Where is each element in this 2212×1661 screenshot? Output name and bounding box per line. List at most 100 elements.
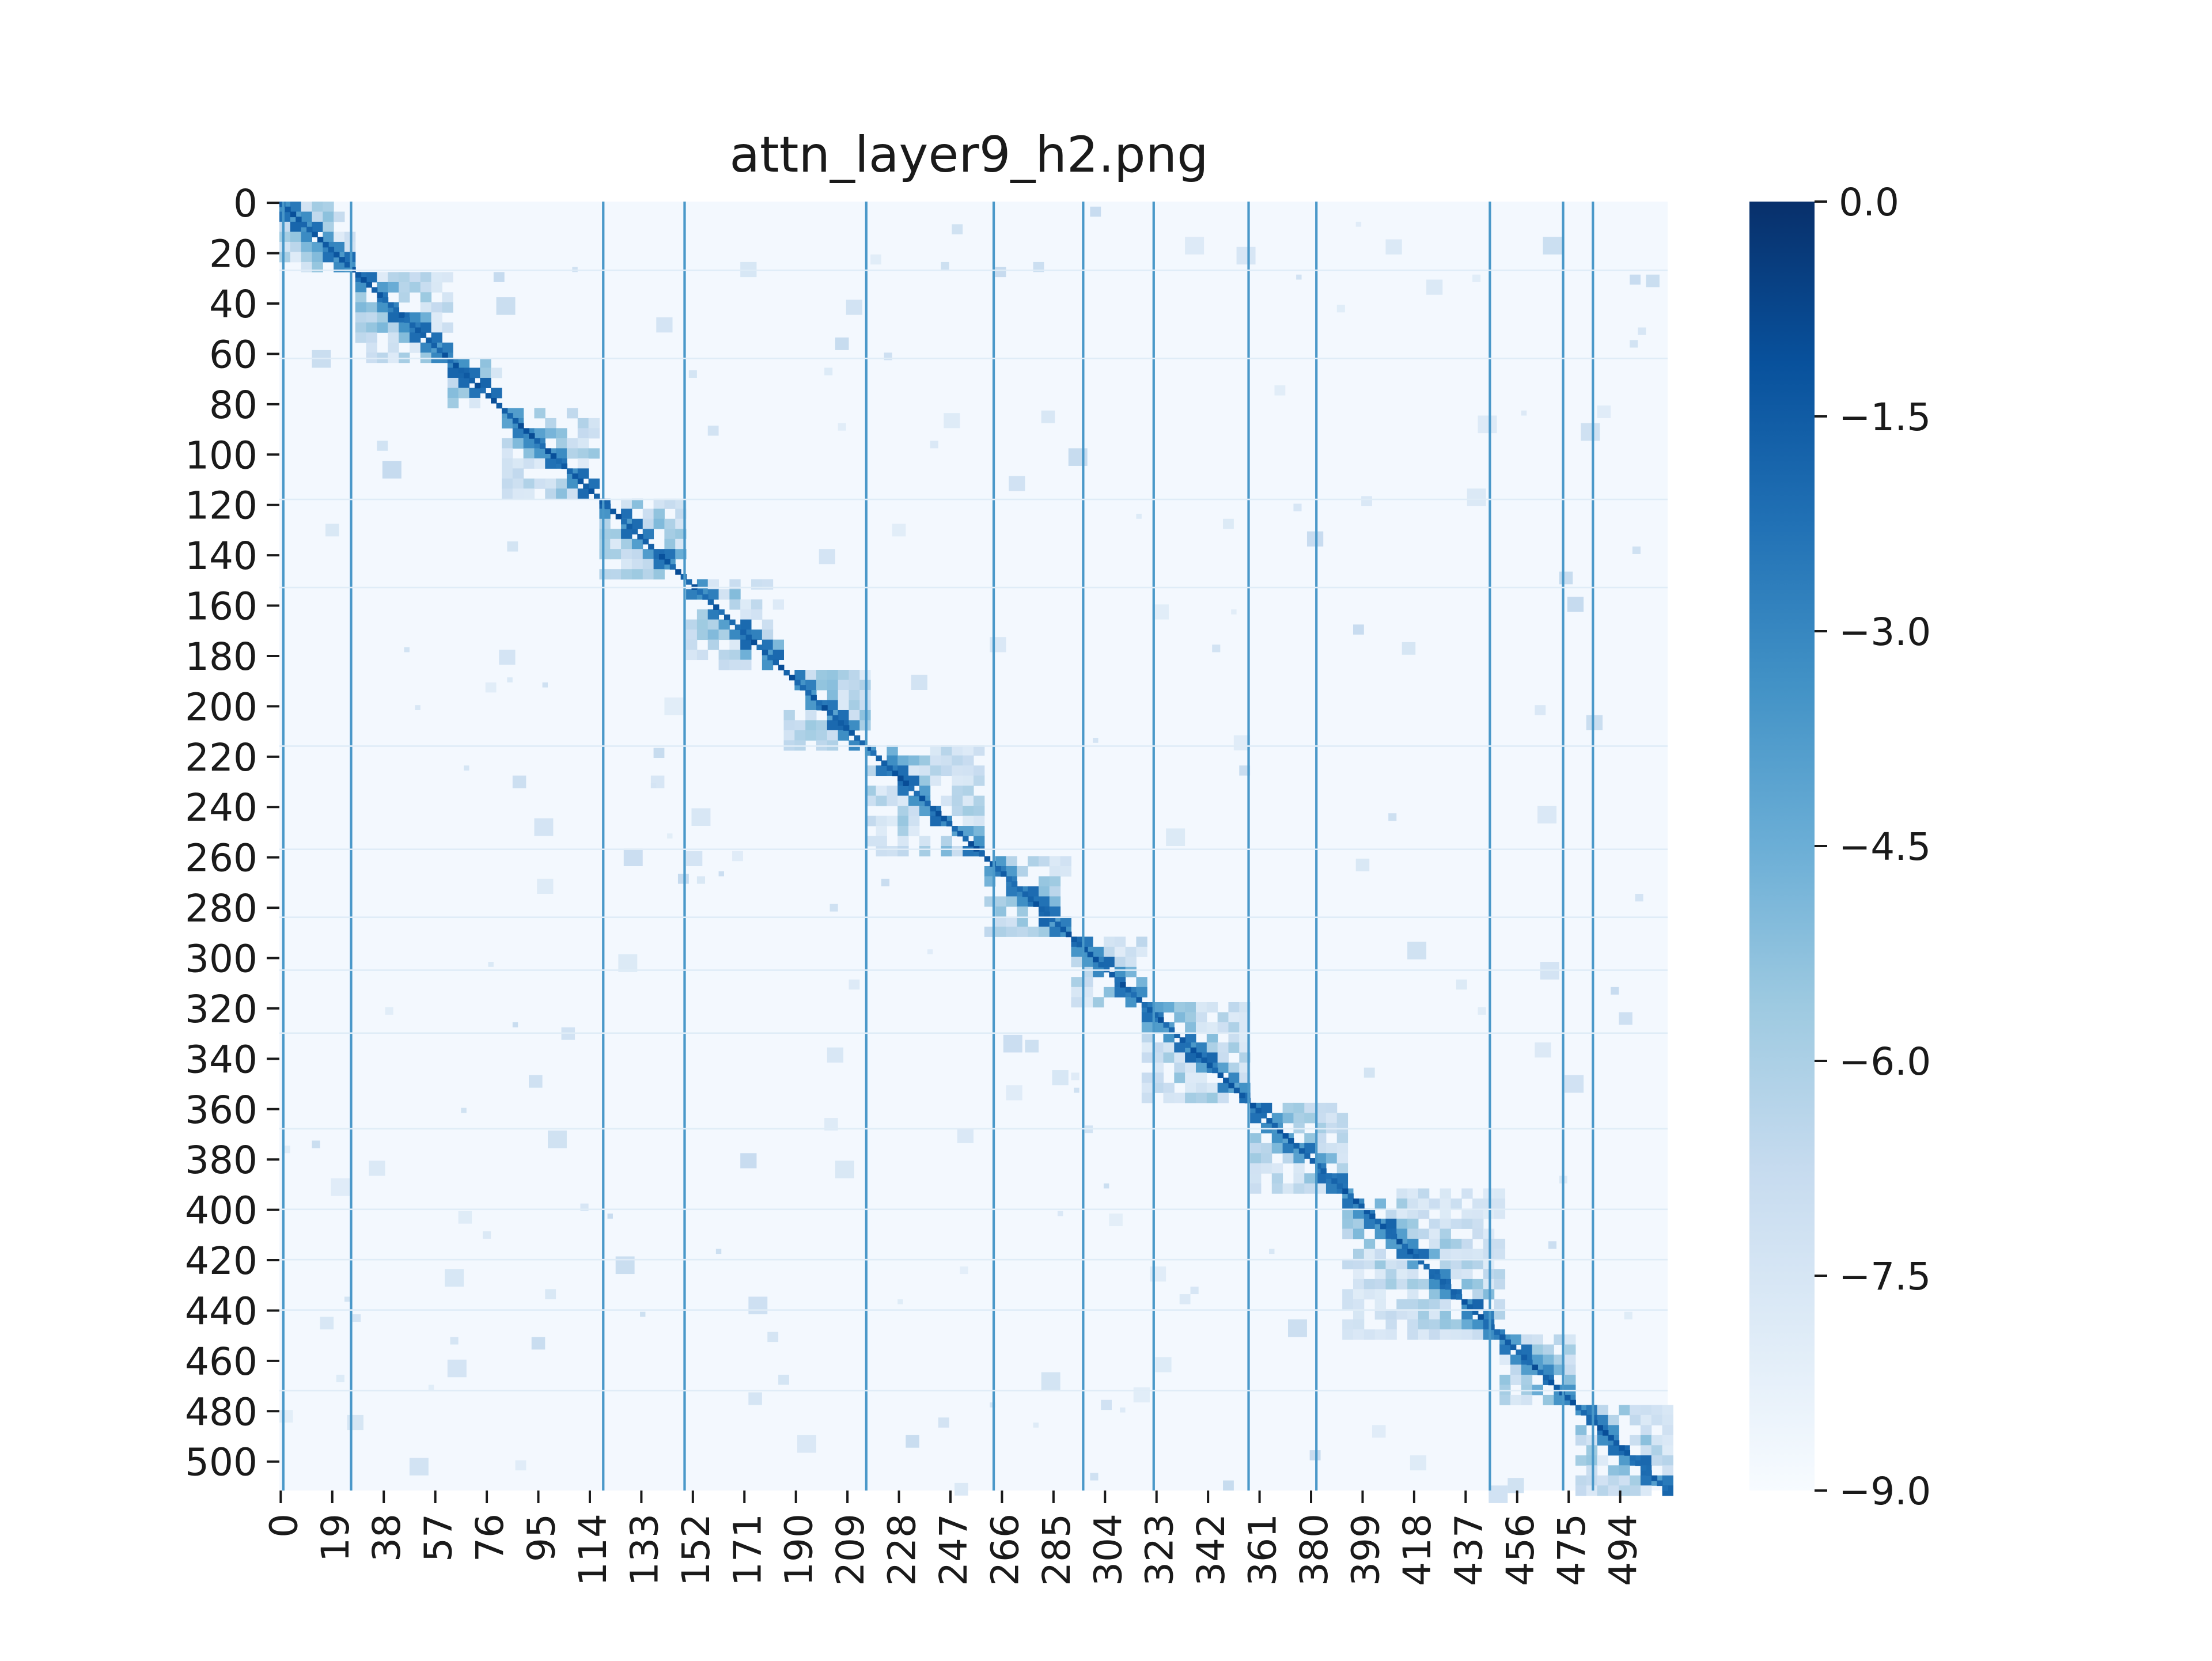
heatmap-cell — [1260, 1153, 1272, 1164]
heatmap-column-stripe — [602, 202, 605, 1491]
heatmap-diagonal-cell — [1630, 1455, 1636, 1461]
heatmap-diagonal-cell — [1548, 1379, 1555, 1386]
y-tick-label: 160 — [185, 585, 257, 629]
heatmap-diagonal-cell — [1017, 886, 1023, 892]
heatmap-diagonal-cell — [437, 347, 443, 354]
heatmap-cell — [1174, 1093, 1185, 1103]
heatmap-cell — [1396, 1258, 1408, 1269]
x-tick-label: 399 — [1343, 1514, 1388, 1586]
heatmap-cell — [1342, 1319, 1354, 1330]
heatmap-diagonal-cell — [415, 327, 421, 333]
heatmap-diagonal-cell — [952, 826, 958, 832]
heatmap-cell — [1049, 906, 1061, 917]
heatmap-cell — [1396, 1299, 1408, 1310]
heatmap-diagonal-cell — [1298, 1148, 1305, 1154]
heatmap-diagonal-cell — [1521, 1354, 1528, 1360]
heatmap-cell — [621, 549, 632, 560]
x-tick-label: 0 — [262, 1514, 306, 1538]
heatmap-cell — [1472, 1319, 1484, 1330]
heatmap-cell — [621, 509, 632, 519]
heatmap-cell — [323, 211, 334, 222]
y-axis: 0 20 40 60 80 100 120 140 160 180 200 220 240 260 280 3… — [185, 181, 279, 1485]
heatmap-cell — [388, 282, 399, 293]
heatmap-cell — [772, 639, 785, 650]
heatmap-cell — [1565, 1374, 1576, 1385]
heatmap-diagonal-cell — [979, 851, 985, 857]
heatmap-diagonal-cell — [707, 599, 714, 605]
heatmap-diagonal-cell — [859, 740, 866, 746]
heatmap-cell — [1510, 1334, 1522, 1345]
heatmap-cell — [409, 332, 421, 343]
heatmap-cell — [501, 468, 513, 479]
heatmap-cell — [1472, 1208, 1484, 1219]
heatmap-cell — [1195, 1022, 1207, 1033]
heatmap-cell — [1407, 1188, 1419, 1199]
heatmap-cell — [1336, 1173, 1349, 1184]
heatmap-cell — [1109, 1213, 1123, 1227]
heatmap-cell — [1407, 1309, 1419, 1320]
heatmap-cell — [1374, 1228, 1386, 1239]
heatmap-cell — [469, 397, 480, 408]
heatmap-cell — [827, 730, 839, 741]
heatmap-cell — [442, 302, 453, 313]
heatmap-cell — [1472, 1299, 1484, 1310]
heatmap-cell — [1082, 987, 1093, 998]
heatmap-cell — [1630, 1435, 1641, 1446]
heatmap-cell — [493, 272, 505, 282]
heatmap-cell — [290, 232, 302, 242]
heatmap-cell — [1355, 858, 1370, 871]
heatmap-cell — [1407, 942, 1427, 960]
heatmap-diagonal-cell — [843, 725, 850, 731]
heatmap-cell — [783, 710, 795, 720]
heatmap-diagonal-cell — [1657, 1480, 1663, 1486]
heatmap-cell — [512, 488, 524, 499]
heatmap-cell — [599, 549, 611, 560]
heatmap-column-stripe — [1315, 202, 1318, 1491]
heatmap-cell — [1363, 1238, 1376, 1249]
heatmap-cell — [1429, 1329, 1441, 1340]
heatmap-cell — [1494, 1299, 1506, 1310]
heatmap-cell — [1082, 977, 1093, 988]
heatmap-cell — [312, 202, 323, 212]
heatmap-diagonal-cell — [734, 624, 741, 630]
heatmap-cell — [876, 765, 887, 776]
heatmap-cell — [1271, 1183, 1283, 1194]
heatmap-cell — [1640, 1475, 1652, 1486]
heatmap-cell — [1450, 1319, 1462, 1330]
heatmap-diagonal-cell — [1570, 1400, 1576, 1406]
heatmap-cell — [963, 786, 974, 797]
heatmap-diagonal-cell — [339, 257, 345, 263]
heatmap-cell — [1472, 1249, 1484, 1260]
heatmap-diagonal-cell — [821, 705, 828, 711]
heatmap-diagonal-cell — [984, 856, 991, 862]
heatmap-cell — [312, 1140, 320, 1148]
heatmap-cell — [1521, 1344, 1533, 1355]
heatmap-cell — [1461, 1319, 1473, 1330]
heatmap-cell — [1472, 1329, 1484, 1340]
heatmap-cell — [588, 428, 600, 439]
heatmap-cell — [1440, 1208, 1451, 1219]
heatmap-cell — [1195, 1093, 1207, 1103]
heatmap-cell — [415, 705, 421, 710]
heatmap-cell — [1521, 1334, 1533, 1345]
heatmap-cell — [377, 302, 388, 313]
heatmap-cell — [388, 332, 399, 343]
heatmap-cell — [686, 619, 698, 630]
heatmap-cell — [1407, 1218, 1419, 1229]
heatmap-diagonal-cell — [838, 720, 844, 726]
heatmap-cell — [621, 559, 632, 570]
heatmap-row-stripe — [279, 1258, 1668, 1261]
heatmap-cell — [1217, 1082, 1229, 1093]
heatmap-cell — [1228, 1012, 1240, 1023]
heatmap-cell — [1586, 715, 1603, 730]
heatmap-diagonal-cell — [816, 700, 823, 706]
heatmap-cell — [1440, 1309, 1451, 1320]
heatmap-cell — [1136, 514, 1142, 519]
heatmap-diagonal-cell — [1603, 1430, 1609, 1436]
heatmap-cell — [1315, 1113, 1327, 1124]
heatmap-cell — [1450, 1258, 1462, 1269]
heatmap-cell — [1163, 1082, 1175, 1093]
heatmap-cell — [512, 468, 524, 479]
y-tick-label: 220 — [185, 735, 257, 780]
x-tick-label: 152 — [674, 1514, 718, 1586]
